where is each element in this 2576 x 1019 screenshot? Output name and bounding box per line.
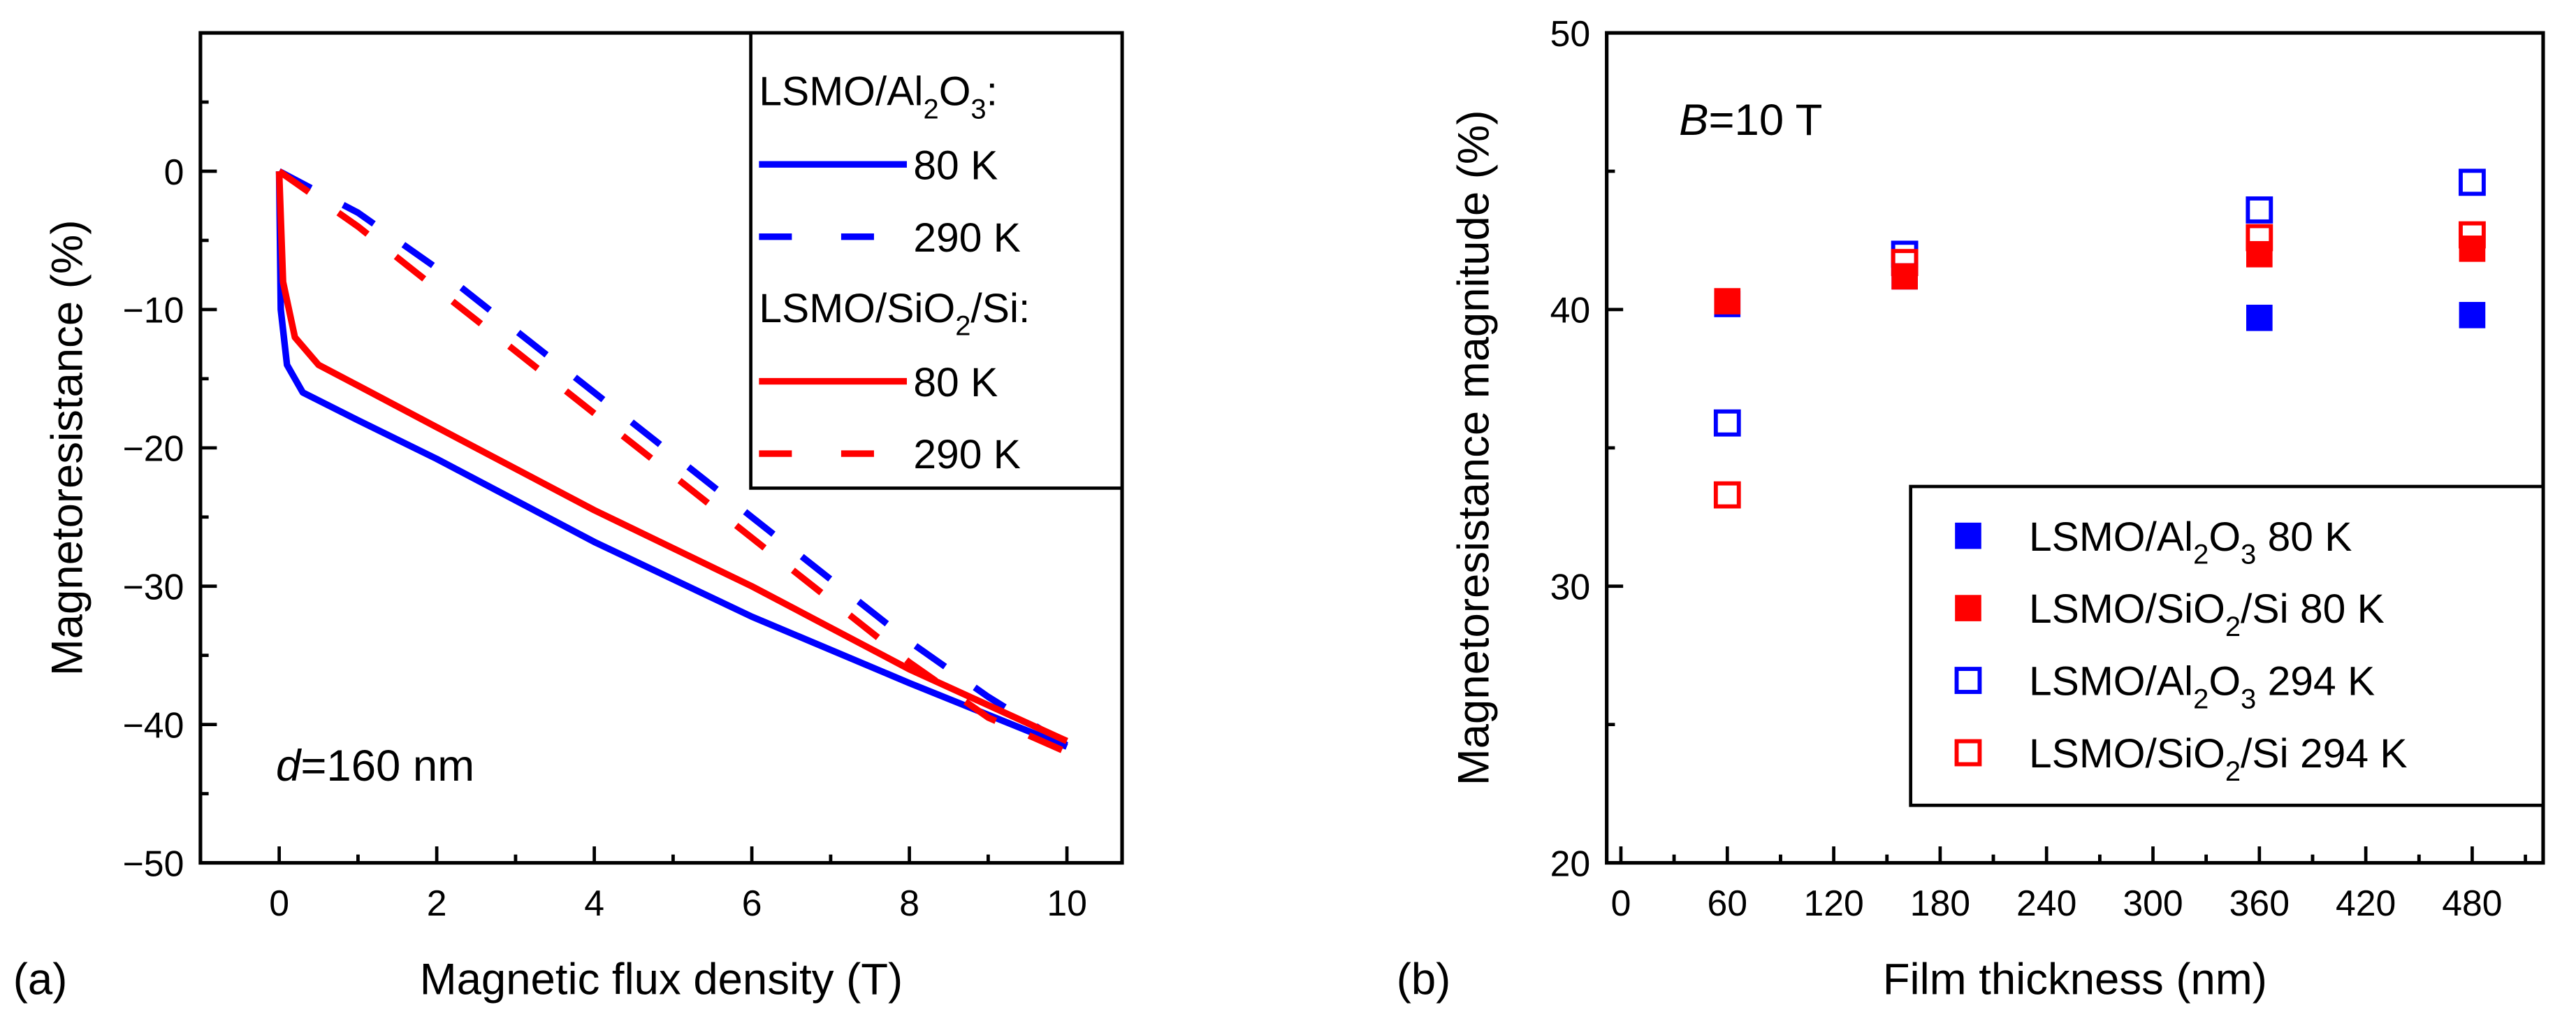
subscript: 2 (955, 311, 970, 342)
text-segment: LSMO/SiO (759, 286, 955, 331)
x-tick-label: 8 (899, 883, 919, 923)
y-tick-label: 50 (1550, 13, 1591, 54)
legend-label: 80 K (913, 360, 998, 405)
annotation-thickness: d=160 nm (276, 742, 474, 790)
legend-heading: LSMO/Al2O3: (759, 69, 998, 125)
annotation-value: =160 nm (300, 742, 474, 790)
legend-label: 290 K (913, 432, 1021, 477)
series-line-1 (277, 168, 1069, 749)
x-tick-label: 180 (1910, 883, 1970, 923)
x-axis-label: Film thickness (nm) (1883, 955, 2267, 1004)
legend-label: LSMO/Al2O3 80 K (2029, 514, 2352, 570)
x-tick-label: 240 (2016, 883, 2076, 923)
legend-box (1909, 484, 2545, 807)
x-tick-label: 480 (2442, 883, 2502, 923)
legend-label: LSMO/SiO2/Si 80 K (2029, 586, 2385, 642)
data-point-filled (2246, 240, 2273, 268)
text-segment: LSMO/Al (2029, 659, 2193, 704)
data-point-filled (1891, 263, 1918, 290)
plot-frame (1605, 31, 2545, 865)
text-segment: O (2208, 659, 2241, 704)
y-axis-label: Magnetoresistance magnitude (%) (1449, 110, 1498, 786)
annotation-symbol: B (1679, 96, 1708, 145)
data-point-open (1713, 481, 1741, 509)
data-point-filled (2459, 236, 2486, 262)
text-segment: /Si 294 K (2241, 731, 2407, 776)
x-tick-label: 60 (1708, 883, 1748, 923)
data-point-open (2459, 168, 2486, 196)
data-point-open (1713, 409, 1741, 437)
text-segment: 80 K (2256, 514, 2352, 560)
legend-marker (1955, 595, 1981, 621)
y-tick-label: −20 (123, 428, 184, 469)
subscript: 2 (2225, 612, 2241, 642)
series-line-2 (275, 171, 1068, 744)
y-axis-label: Magnetoresistance (%) (43, 220, 92, 677)
legend-heading: LSMO/SiO2/Si: (759, 286, 1030, 342)
annotation-field: B=10 T (1679, 96, 1822, 145)
x-tick-label: 4 (584, 883, 604, 923)
panel-label: (a) (13, 955, 68, 1004)
text-segment: O (2208, 514, 2241, 560)
data-point-filled (1714, 288, 1741, 315)
subscript: 2 (2225, 756, 2241, 787)
subscript: 3 (970, 94, 986, 124)
legend-label: LSMO/Al2O3 294 K (2029, 659, 2375, 715)
text-segment: O (939, 69, 971, 115)
text-segment: LSMO/SiO (2029, 586, 2225, 632)
x-tick-label: 420 (2336, 883, 2396, 923)
data-point-open (1891, 240, 1919, 268)
y-tick-label: 20 (1550, 843, 1591, 883)
x-tick-label: 0 (269, 883, 289, 923)
y-tick-label: −10 (123, 290, 184, 331)
data-point-filled (2459, 302, 2486, 328)
text-segment: /Si 80 K (2241, 586, 2385, 632)
x-tick-label: 6 (742, 883, 762, 923)
x-tick-label: 300 (2123, 883, 2183, 923)
series-line-3 (277, 168, 1068, 756)
subscript: 2 (923, 94, 938, 124)
text-segment: LSMO/Al (2029, 514, 2193, 560)
subscript: 2 (2193, 540, 2208, 570)
y-tick-label: −50 (123, 843, 184, 883)
y-tick-label: 0 (164, 152, 184, 192)
subscript: 3 (2241, 684, 2256, 715)
y-tick-label: −30 (123, 567, 184, 607)
legend-marker (1955, 522, 1981, 549)
annotation-value: =10 T (1708, 96, 1822, 145)
panel-label: (b) (1397, 955, 1451, 1004)
text-segment: 294 K (2256, 659, 2375, 704)
legend-label: 290 K (913, 215, 1021, 261)
legend-label: LSMO/SiO2/Si 294 K (2029, 731, 2408, 787)
text-segment: LSMO/Al (759, 69, 923, 115)
text-segment: /Si: (970, 286, 1030, 331)
data-point-open (2246, 196, 2273, 224)
panel-a-magnetoresistance-vs-field: 0 2 4 6 8 10 0 −10 −20 −30 −40 −50 Magnetic flux den… (13, 31, 1124, 1004)
x-tick-label: 360 (2229, 883, 2290, 923)
x-tick-label: 0 (1611, 883, 1631, 923)
x-tick-label: 10 (1047, 883, 1087, 923)
subscript: 3 (2241, 540, 2256, 570)
annotation-symbol: d (276, 742, 302, 790)
x-axis-label: Magnetic flux density (T) (420, 955, 903, 1004)
subscript: 2 (2193, 684, 2208, 715)
data-point-filled (2246, 304, 2273, 331)
x-tick-label: 120 (1803, 883, 1863, 923)
legend-marker (1954, 739, 1982, 767)
y-tick-label: 40 (1550, 290, 1591, 331)
x-tick-label: 2 (427, 883, 447, 923)
y-tick-label: −40 (123, 704, 184, 745)
text-segment: LSMO/SiO (2029, 731, 2225, 776)
series-line-0 (275, 171, 1068, 750)
legend-box (749, 31, 1124, 490)
legend-marker (1954, 667, 1982, 694)
legend-label: 80 K (913, 143, 998, 188)
y-tick-label: 30 (1550, 567, 1591, 607)
text-segment: : (987, 69, 998, 115)
panel-b-magnitude-vs-thickness: 0 60 120 180 240 300 360 420 480 20 30 40 50 Film thi… (1397, 13, 2545, 1004)
